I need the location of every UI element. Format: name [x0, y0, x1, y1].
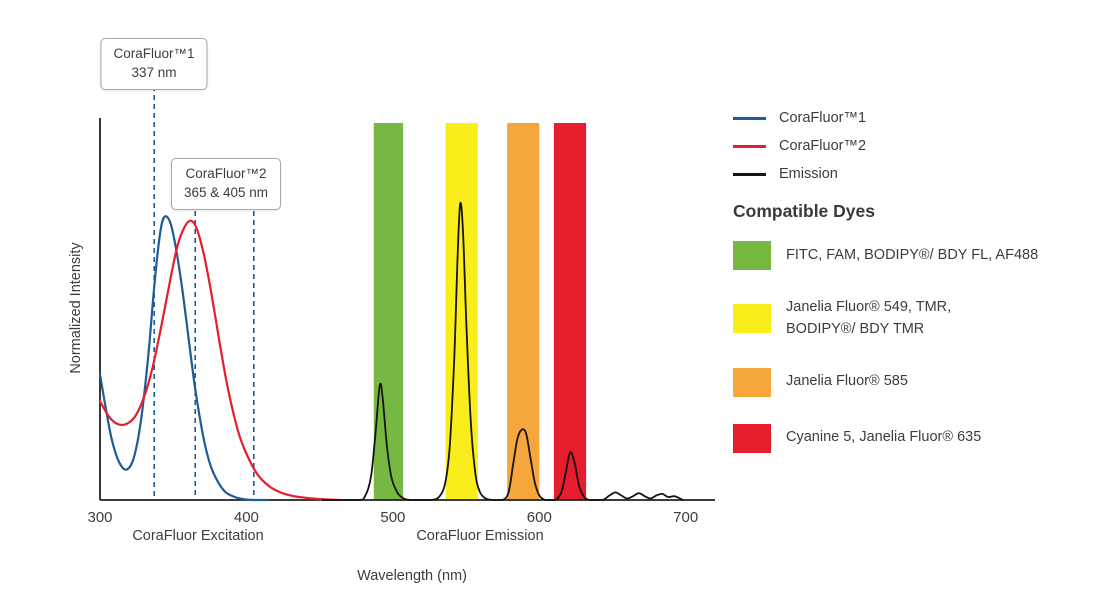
- x-tick-400: 400: [234, 509, 259, 526]
- x-tick-700: 700: [673, 509, 698, 526]
- series-emission: [321, 201, 684, 501]
- legend-line-swatch: [733, 116, 766, 120]
- x-axis-excitation-label: CoraFluor Excitation: [132, 528, 264, 544]
- series-corafluor2: [98, 219, 342, 502]
- dye-list: FITC, FAM, BODIPY®/ BDY FL, AF488 Janelia…: [733, 241, 1098, 453]
- callout-corafluor2-name: CoraFluor™2: [185, 166, 267, 181]
- callout-corafluor2-wavelength: 365 & 405 nm: [183, 184, 269, 200]
- band-green: [373, 123, 404, 500]
- x-axis-label: Wavelength (nm): [357, 568, 467, 584]
- x-axis-emission-label: CoraFluor Emission: [416, 528, 544, 544]
- x-tick-300: 300: [87, 509, 112, 526]
- compatible-dyes-heading: Compatible Dyes: [733, 201, 875, 221]
- callout-corafluor1: CoraFluor™1 337 nm: [100, 38, 208, 90]
- band-red: [553, 123, 587, 500]
- callout-corafluor1-name: CoraFluor™1: [113, 46, 195, 61]
- dye-swatch-red: [733, 423, 771, 453]
- y-axis-label: Normalized Intensity: [68, 242, 84, 374]
- dye-label: Janelia Fluor® 549, TMR, BODIPY®/ BDY TMR: [786, 299, 952, 337]
- legend-label: CoraFluor™2: [779, 138, 867, 154]
- series-corafluor1: [98, 215, 268, 502]
- dye-item-orange: Janelia Fluor® 585: [733, 367, 1098, 397]
- band-orange: [507, 123, 540, 500]
- dye-label: Janelia Fluor® 585: [786, 373, 908, 390]
- dye-swatch-green: [733, 241, 771, 270]
- dye-item-green: FITC, FAM, BODIPY®/ BDY FL, AF488: [733, 241, 1098, 270]
- dye-item-red: Cyanine 5, Janelia Fluor® 635: [733, 423, 1098, 453]
- spectra-chart: 300 400 500 600 700: [87, 86, 715, 526]
- dye-label: FITC, FAM, BODIPY®/ BDY FL, AF488: [786, 246, 1039, 263]
- x-tick-500: 500: [380, 509, 405, 526]
- dye-swatch-yellow: [733, 304, 771, 334]
- legend-panel: CoraFluor™1 CoraFluor™2 Emission Compatibl…: [733, 104, 1098, 480]
- callout-corafluor1-wavelength: 337 nm: [131, 64, 177, 80]
- legend-items: CoraFluor™1 CoraFluor™2 Emission: [733, 104, 1098, 188]
- legend-line-swatch: [733, 144, 766, 148]
- dye-swatch-orange: [733, 367, 771, 397]
- legend-label: CoraFluor™1: [779, 110, 867, 126]
- legend-item-corafluor1: CoraFluor™1: [733, 104, 1098, 132]
- x-tick-600: 600: [527, 509, 552, 526]
- legend-label: Emission: [779, 166, 838, 182]
- legend-line-swatch: [733, 172, 766, 176]
- legend-item-corafluor2: CoraFluor™2: [733, 132, 1098, 160]
- callout-corafluor2: CoraFluor™2 365 & 405 nm: [170, 158, 282, 210]
- dye-label: Cyanine 5, Janelia Fluor® 635: [786, 429, 982, 446]
- legend-item-emission: Emission: [733, 160, 1098, 188]
- dye-item-yellow: Janelia Fluor® 549, TMR, BODIPY®/ BDY TMR: [733, 297, 1098, 341]
